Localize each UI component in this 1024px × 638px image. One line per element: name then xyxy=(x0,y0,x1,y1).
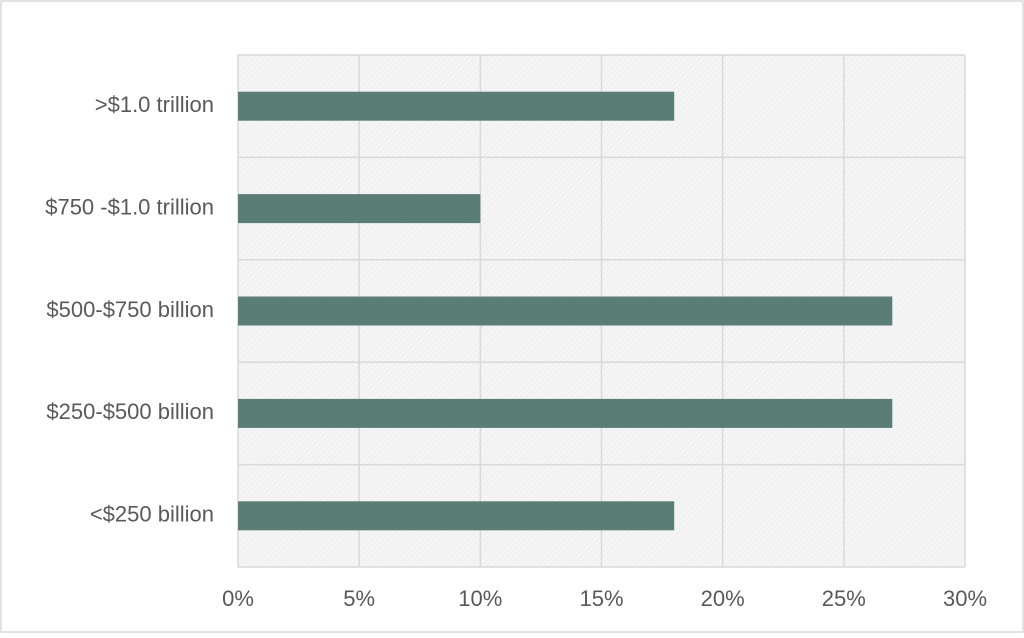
y-tick-label: $250-$500 billion xyxy=(46,399,214,424)
bar xyxy=(238,194,481,224)
x-tick-label: 25% xyxy=(822,586,866,611)
x-tick-label: 0% xyxy=(222,586,254,611)
bar xyxy=(238,398,893,428)
y-tick-label: $750 -$1.0 trillion xyxy=(45,194,214,219)
x-tick-label: 30% xyxy=(943,586,987,611)
bar xyxy=(238,296,893,326)
x-tick-label: 20% xyxy=(701,586,745,611)
y-tick-label: <$250 billion xyxy=(90,502,214,527)
x-tick-label: 10% xyxy=(458,586,502,611)
x-tick-label: 15% xyxy=(579,586,623,611)
y-tick-label: $500-$750 billion xyxy=(46,297,214,322)
y-tick-label: >$1.0 trillion xyxy=(95,92,214,117)
bar xyxy=(238,91,675,121)
x-tick-label: 5% xyxy=(343,586,375,611)
bar xyxy=(238,501,675,531)
